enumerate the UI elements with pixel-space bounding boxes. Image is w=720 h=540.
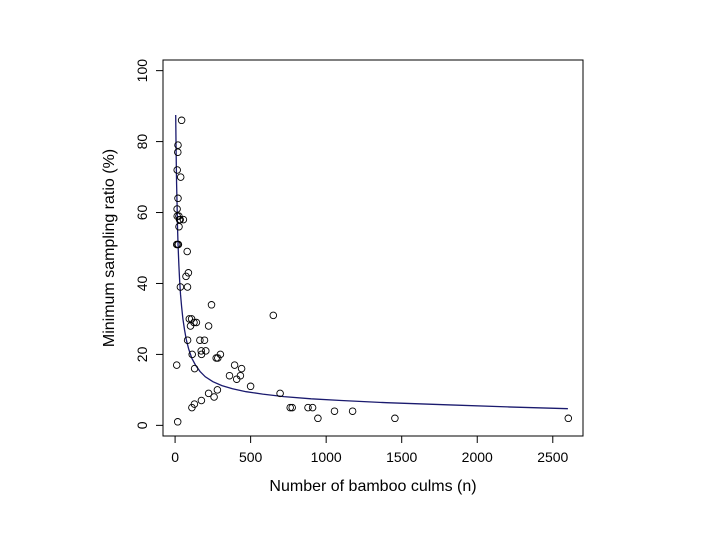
data-point: [196, 336, 204, 344]
data-point: [174, 194, 182, 203]
data-point: [190, 364, 199, 373]
data-point: [183, 336, 192, 344]
data-point: [197, 350, 206, 359]
data-point: [314, 414, 322, 423]
data-point: [236, 371, 245, 380]
x-tick-label: 0: [171, 449, 179, 465]
data-point: [204, 389, 213, 398]
data-point: [173, 418, 182, 426]
y-tick-label: 20: [134, 346, 150, 362]
data-point: [286, 403, 294, 412]
data-point: [564, 414, 573, 423]
data-point: [197, 396, 206, 405]
data-point: [183, 283, 192, 291]
data-point: [188, 403, 196, 412]
data-point: [176, 283, 185, 291]
data-point: [237, 364, 246, 373]
data-point: [225, 371, 234, 380]
data-point: [187, 315, 196, 323]
data-point: [174, 148, 182, 156]
data-point: [202, 347, 210, 355]
data-point: [348, 407, 357, 415]
data-point: [182, 272, 190, 281]
fitted-curve: [175, 114, 568, 410]
data-point: [232, 375, 241, 383]
data-point: [213, 386, 222, 394]
data-point: [183, 247, 191, 256]
x-tick-label: 1000: [311, 449, 342, 465]
data-point: [269, 311, 278, 320]
data-point: [330, 407, 339, 415]
data-point: [207, 301, 216, 309]
data-point: [197, 347, 205, 355]
y-tick-label: 40: [134, 275, 150, 291]
data-point: [230, 361, 239, 369]
data-point: [204, 322, 213, 330]
data-point: [288, 403, 296, 412]
y-tick-label: 100: [134, 59, 150, 83]
data-point: [210, 393, 218, 401]
data-point: [308, 403, 317, 412]
y-tick-label: 60: [134, 205, 150, 221]
fitted-curve-layer: [175, 114, 568, 410]
data-point: [177, 116, 186, 125]
data-point: [175, 222, 183, 231]
data-point: [174, 240, 183, 249]
data-point: [173, 205, 181, 213]
y-tick-label: 0: [134, 421, 150, 429]
y-axis-label: Minimum sampling ratio (%): [101, 149, 118, 347]
data-point: [192, 318, 201, 327]
data-point: [212, 354, 220, 362]
x-tick-label: 2500: [537, 449, 568, 465]
data-point: [200, 336, 209, 344]
y-tick-label: 80: [134, 134, 150, 150]
data-point: [276, 389, 284, 398]
plot-frame: [162, 59, 584, 437]
y-axis: 0 20 40 60 80 100: [134, 59, 164, 429]
x-axis: 0 500 1000 1500 2000 2500: [171, 435, 569, 465]
data-point: [179, 215, 188, 224]
data-point: [391, 414, 399, 423]
data-point: [185, 315, 194, 323]
x-tick-label: 2000: [462, 449, 493, 465]
data-point: [176, 215, 184, 224]
data-point: [246, 382, 255, 391]
data-point: [304, 403, 312, 412]
x-tick-label: 500: [239, 449, 263, 465]
data-point: [174, 141, 182, 149]
data-point: [173, 166, 181, 174]
data-point: [172, 361, 181, 369]
data-point: [186, 322, 195, 330]
x-tick-label: 1500: [386, 449, 417, 465]
data-point: [188, 350, 196, 359]
data-point: [176, 173, 185, 181]
x-axis-label: Number of bamboo culms (n): [269, 478, 476, 495]
data-points-layer: [172, 116, 573, 426]
